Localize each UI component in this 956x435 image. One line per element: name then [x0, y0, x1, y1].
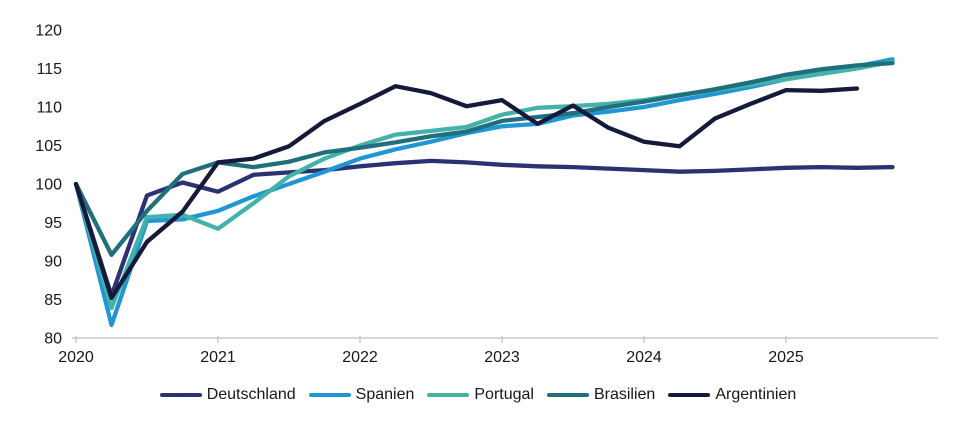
- y-axis-label: 85: [44, 292, 62, 309]
- series-line-brasilien: [73, 60, 895, 257]
- x-axis-label: 2025: [768, 349, 804, 366]
- y-axis-label: 105: [35, 138, 62, 155]
- series-line-deutschland: [73, 158, 895, 298]
- y-axis-label: 120: [35, 23, 62, 40]
- series-line-portugal: [73, 59, 895, 311]
- legend-label: Spanien: [355, 386, 415, 403]
- series-line-argentinien: [73, 84, 860, 301]
- legend-swatch-icon: [668, 392, 711, 398]
- x-axis-label: 2021: [200, 349, 236, 366]
- x-axis-label: 2023: [484, 349, 520, 366]
- x-axis-label: 2022: [342, 349, 378, 366]
- legend-label: Deutschland: [206, 386, 296, 403]
- legend-swatch-icon: [308, 392, 351, 398]
- legend-swatch-icon: [427, 392, 470, 398]
- legend-item-spanien: Spanien: [308, 386, 415, 404]
- legend-swatch-icon: [546, 392, 589, 398]
- legend-item-deutschland: Deutschland: [159, 386, 296, 404]
- x-axis-label: 2024: [626, 349, 662, 366]
- legend-label: Brasilien: [593, 386, 656, 403]
- legend-label: Portugal: [474, 386, 534, 403]
- legend-item-portugal: Portugal: [427, 386, 534, 404]
- y-axis-label: 80: [44, 331, 62, 348]
- y-axis-label: 95: [44, 215, 62, 232]
- x-axis-label: 2020: [58, 349, 94, 366]
- legend-label: Argentinien: [715, 386, 797, 403]
- y-axis-label: 115: [36, 61, 62, 78]
- y-axis-label: 110: [36, 100, 62, 117]
- legend-item-argentinien: Argentinien: [668, 386, 796, 404]
- y-axis-label: 100: [35, 177, 62, 194]
- chart-legend: Deutschland Spanien Portugal Brasilien Argen…: [0, 386, 956, 404]
- legend-item-brasilien: Brasilien: [546, 386, 656, 404]
- y-axis-label: 90: [44, 254, 62, 271]
- legend-swatch-icon: [159, 392, 202, 398]
